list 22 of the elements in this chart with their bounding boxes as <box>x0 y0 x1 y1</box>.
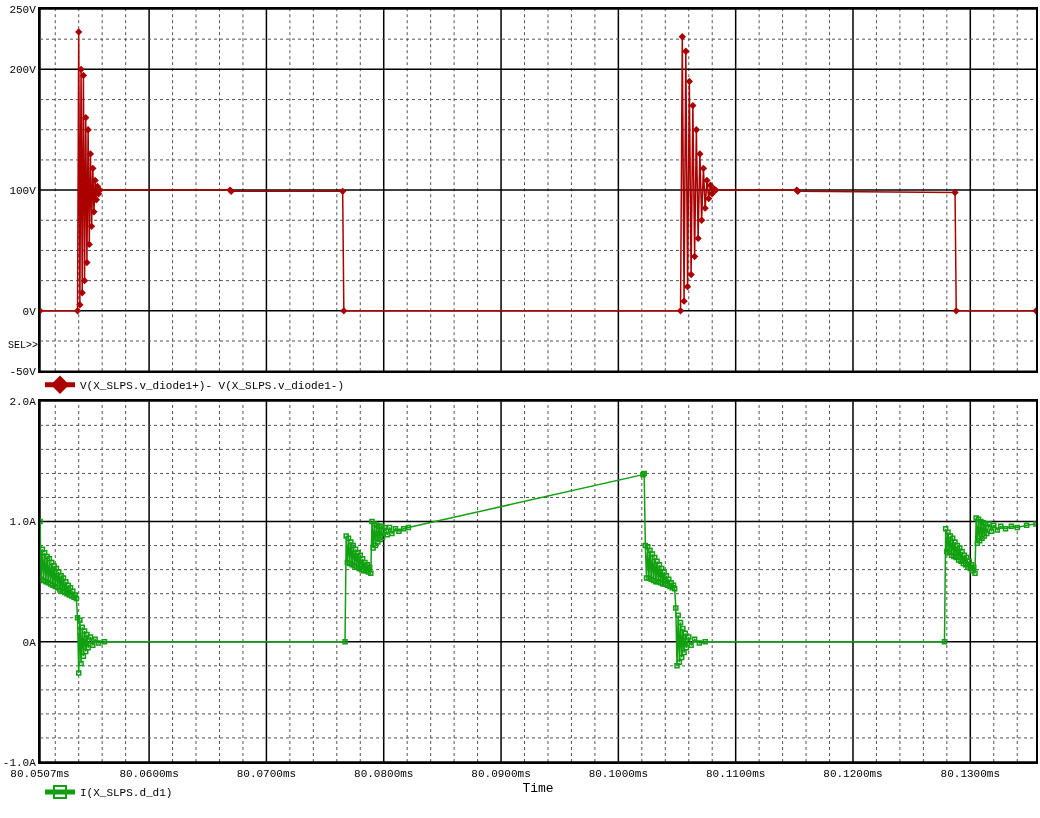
x-tick-label: 80.0700ms <box>236 768 297 781</box>
y-tick-label: -50V <box>9 366 37 379</box>
y-tick-label: 0V <box>22 305 37 318</box>
y-tick-label: -1.0A <box>2 756 37 769</box>
text: SEL>> <box>8 340 39 351</box>
y-tick-label: 100V <box>9 184 37 197</box>
y-tick-label: 200V <box>9 64 37 77</box>
y-tick-label: 250V <box>9 3 37 16</box>
y-tick-label: 1.0A <box>9 516 37 529</box>
x-tick-label: 80.0507ms <box>10 768 70 781</box>
x-tick-label: 80.1200ms <box>823 768 883 781</box>
y-tick-label: 2.0A <box>9 396 37 409</box>
legend-label: V(X_SLPS.v_diode1+)- V(X_SLPS.v_diode1-) <box>80 380 345 393</box>
x-axis-title: Time <box>522 781 554 797</box>
x-tick-label: 80.1000ms <box>588 768 649 781</box>
x-tick-label: 80.0600ms <box>119 768 179 781</box>
x-tick-label: 80.0800ms <box>354 768 414 781</box>
y-tick-label: 0A <box>22 636 37 649</box>
x-tick-label: 80.1300ms <box>940 768 1001 781</box>
x-tick-label: 80.1100ms <box>705 768 766 781</box>
x-tick-label: 80.0900ms <box>471 768 531 781</box>
legend-label: I(X_SLPS.d_d1) <box>80 787 173 800</box>
